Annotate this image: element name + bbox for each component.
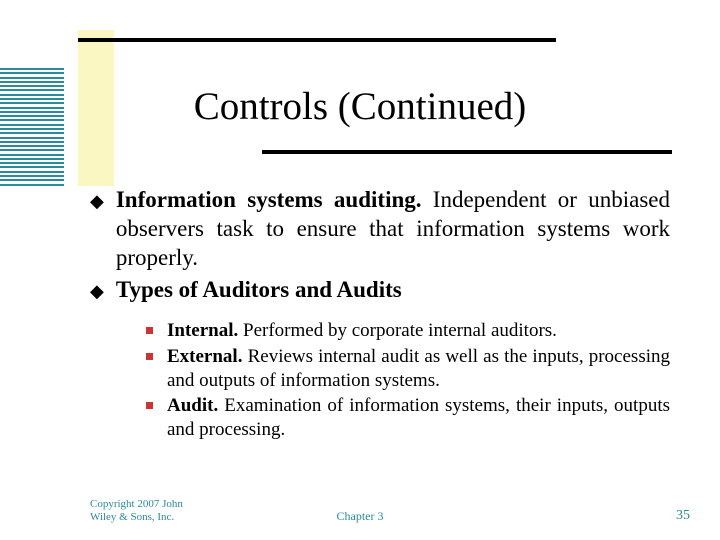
sub-bullet-item: Internal. Performed by corporate interna… (146, 319, 670, 343)
sub-text: Performed by corporate internal auditors… (238, 320, 557, 341)
content-body: ◆ Information systems auditing. Independ… (90, 186, 670, 444)
chapter-label: Chapter 3 (0, 509, 720, 524)
rule-top (78, 38, 556, 42)
bullet-item: ◆ Types of Auditors and Audits (90, 276, 670, 305)
slide-title: Controls (Continued) (0, 84, 720, 129)
sub-list: Internal. Performed by corporate interna… (146, 319, 670, 442)
bullet-bold: Types of Auditors and Audits (116, 277, 402, 302)
slide: Controls (Continued) ◆ Information syste… (0, 0, 720, 540)
diamond-bullet-icon: ◆ (90, 280, 104, 305)
page-number: 35 (676, 508, 690, 524)
sub-bullet-item: External. Reviews internal audit as well… (146, 345, 670, 393)
square-bullet-icon (146, 402, 153, 409)
square-bullet-icon (146, 353, 153, 360)
rule-bottom (262, 150, 672, 154)
sub-bullet-item: Audit. Examination of information system… (146, 394, 670, 442)
diamond-bullet-icon: ◆ (90, 190, 104, 272)
copyright-line: Copyright 2007 John (90, 498, 183, 510)
sub-bold: External. (167, 346, 242, 367)
sub-bold: Audit. (167, 395, 218, 416)
bullet-bold: Information systems auditing. (116, 187, 422, 212)
sub-bold: Internal. (167, 320, 238, 341)
bullet-item: ◆ Information systems auditing. Independ… (90, 186, 670, 272)
sub-text: Examination of information systems, thei… (167, 395, 670, 440)
sub-text: Reviews internal audit as well as the in… (167, 346, 670, 391)
square-bullet-icon (146, 327, 153, 334)
